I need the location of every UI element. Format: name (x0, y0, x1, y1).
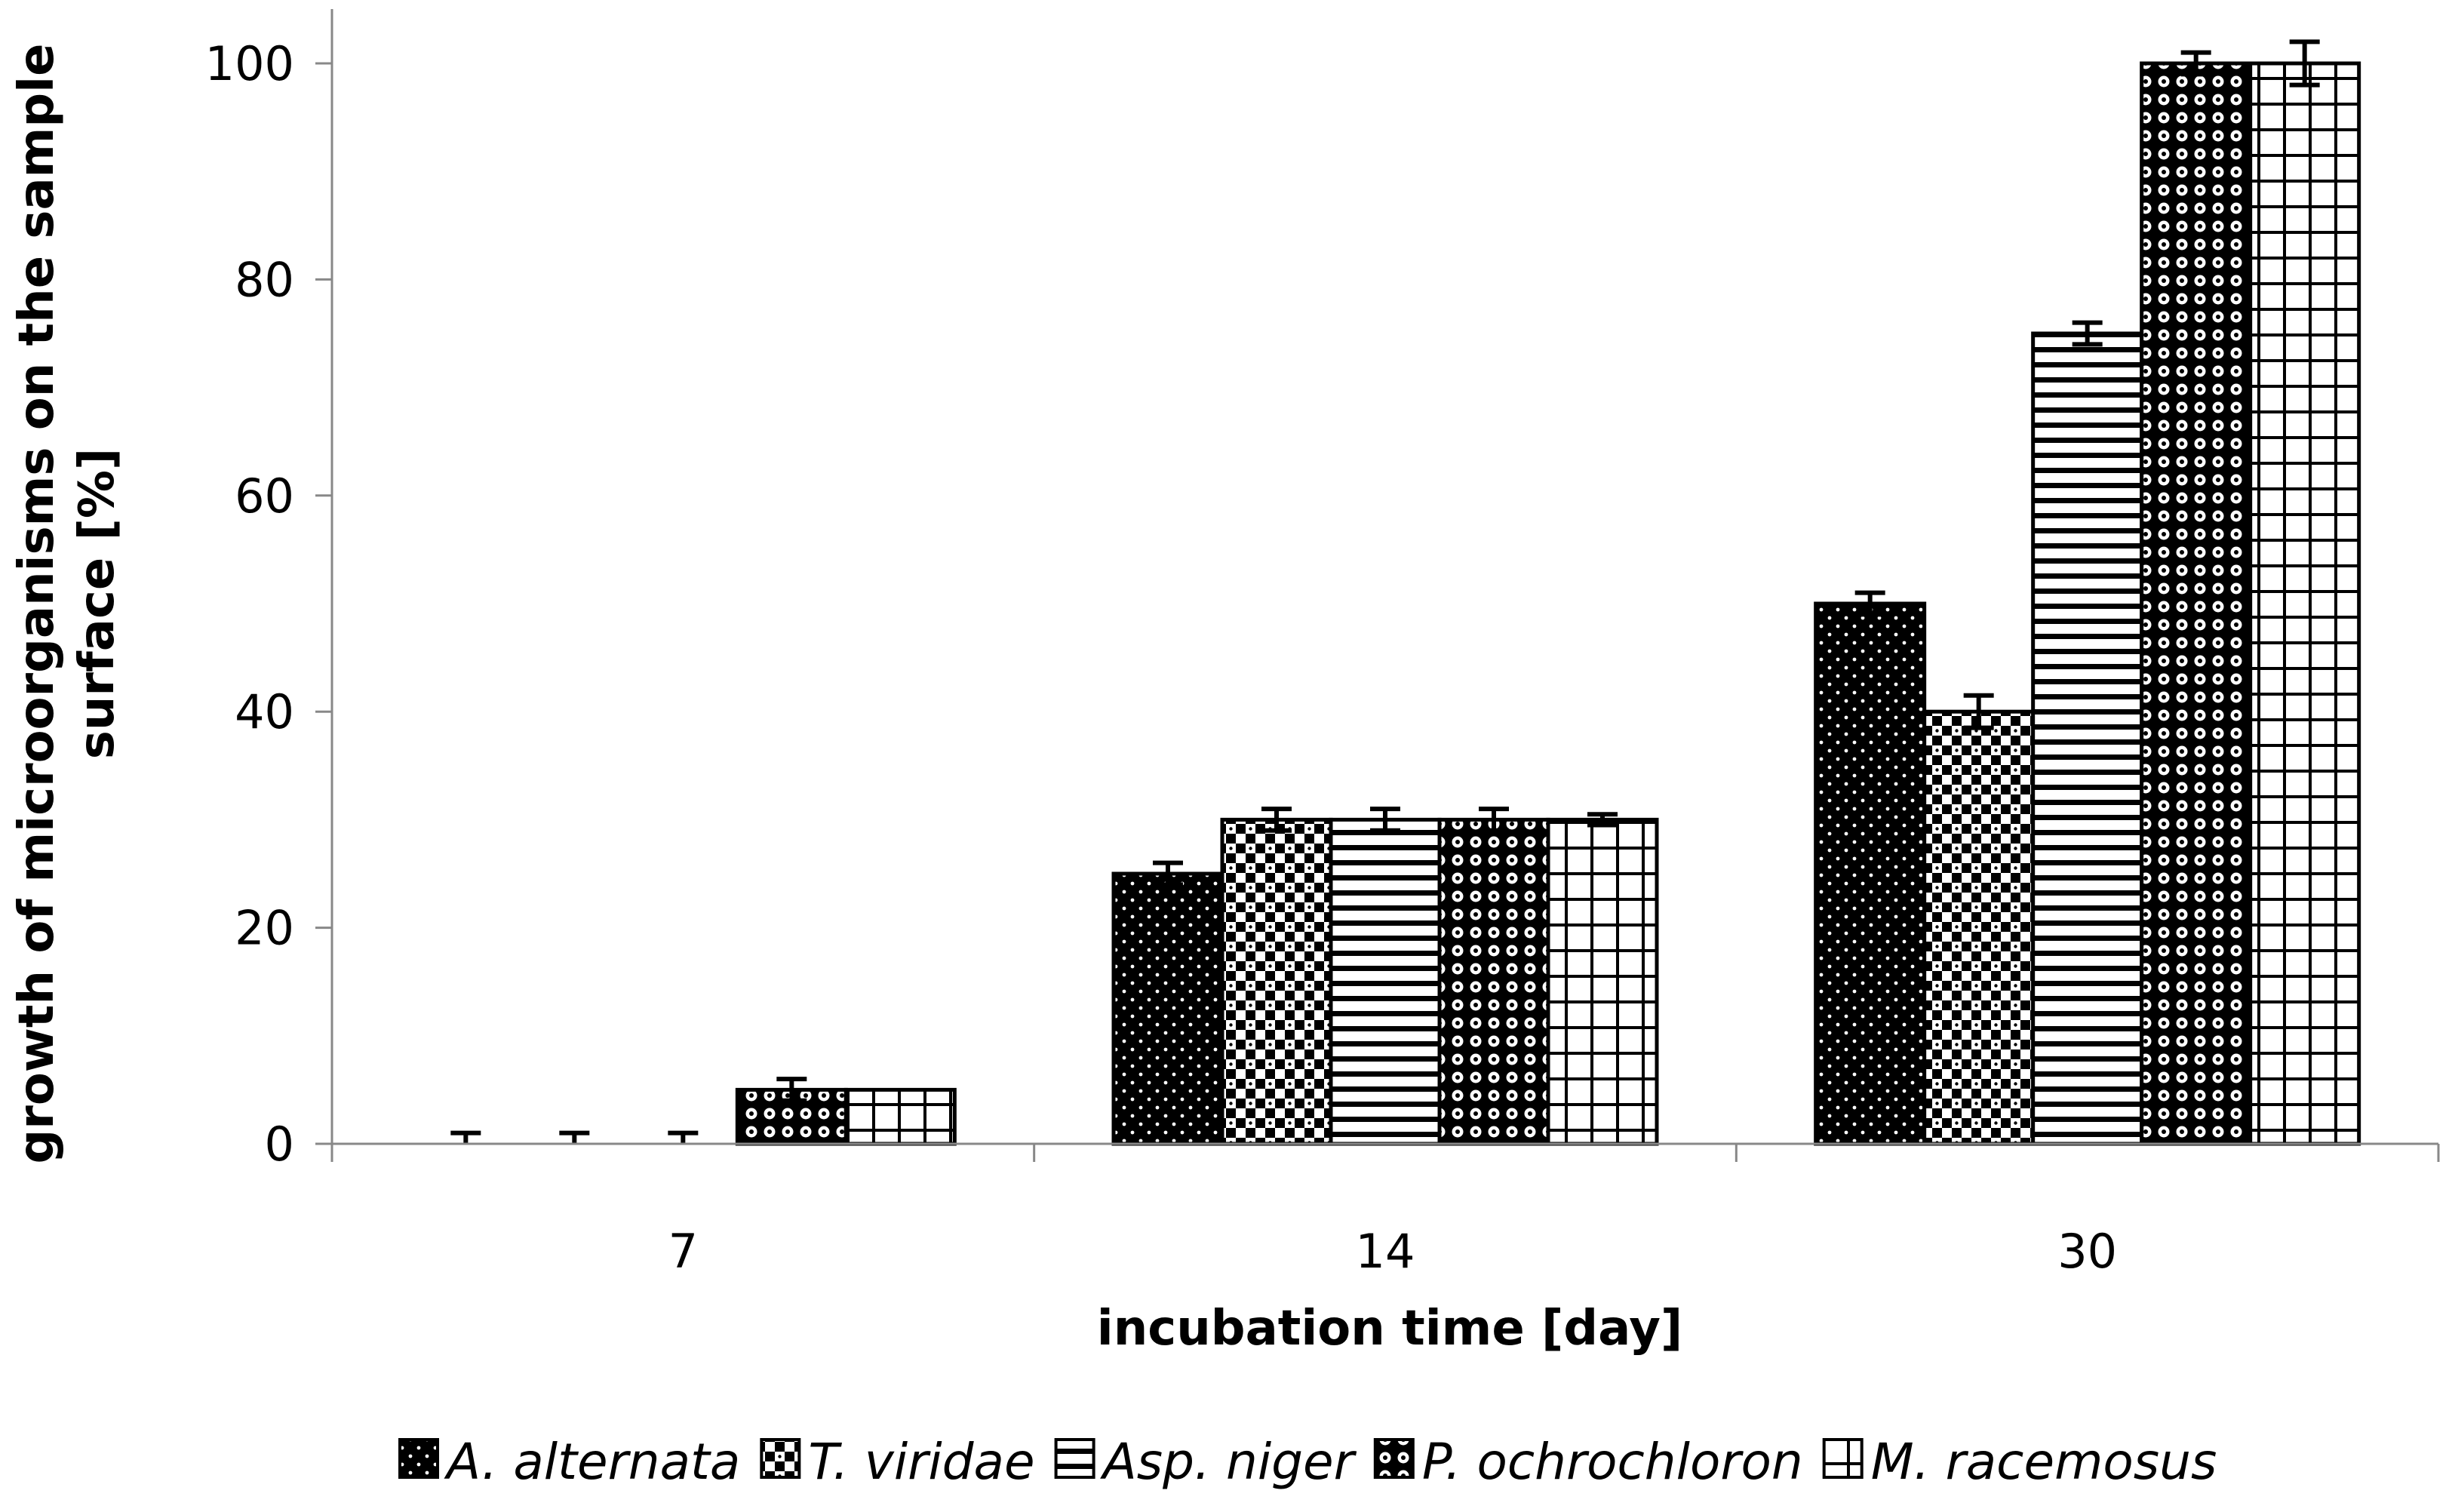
legend: A. alternata T. viridae Asp. niger P. ochro… (398, 1433, 2217, 1491)
error-bar (1587, 812, 1618, 828)
error-bar (1370, 807, 1400, 833)
bar (1814, 601, 1927, 1146)
error-bar (1963, 693, 1994, 730)
error-bar (668, 1130, 699, 1144)
y-tick-label: 0 (265, 1117, 294, 1172)
legend-label: M. racemosus (1871, 1433, 2217, 1491)
bar (1546, 817, 1659, 1146)
error-bar (1479, 807, 1509, 833)
legend-item: M. racemosus (1822, 1433, 2217, 1491)
bar (1437, 817, 1550, 1146)
axes (330, 9, 2440, 1162)
legend-label: A. alternata (444, 1433, 740, 1491)
y-tick-label: 40 (235, 684, 294, 739)
bar (2031, 331, 2144, 1146)
legend-label: P. ochrochloron (1422, 1433, 1803, 1491)
legend-item: Asp. niger (1054, 1433, 1357, 1491)
error-bar (2180, 50, 2211, 77)
x-tick-label: 14 (1356, 1224, 1415, 1279)
x-axis-title: incubation time [day] (1097, 1301, 1683, 1357)
bars (450, 39, 2361, 1146)
error-bar (1153, 860, 1183, 887)
bar (1220, 817, 1333, 1146)
y-tick-label: 20 (235, 901, 294, 956)
bar (1111, 871, 1224, 1146)
legend-swatch (398, 1438, 439, 1479)
legend-label: Asp. niger (1100, 1433, 1357, 1491)
error-bar (776, 1077, 807, 1103)
y-tick-label: 80 (235, 252, 294, 307)
error-bar (2289, 39, 2320, 88)
legend-swatch (1054, 1438, 1095, 1479)
error-bar (559, 1130, 590, 1144)
error-bar (450, 1130, 481, 1144)
legend-item: T. viridae (760, 1433, 1035, 1491)
legend-swatch (760, 1438, 801, 1479)
y-tick-label: 60 (235, 469, 294, 524)
y-axis-ticks: 0 20 40 60 80 100 (205, 36, 332, 1172)
legend-item: A. alternata (398, 1433, 740, 1491)
bar (1922, 709, 2036, 1146)
y-tick-label: 100 (205, 36, 294, 91)
legend-swatch (1822, 1438, 1864, 1479)
y-axis-title-line: growth of microorganisms on the sample (9, 43, 65, 1163)
legend-swatch (1373, 1438, 1415, 1479)
x-tick-label: 7 (668, 1224, 698, 1279)
x-tick-label: 30 (2057, 1224, 2117, 1279)
error-bar (1261, 807, 1292, 833)
error-bar (2072, 320, 2103, 347)
bar (843, 1087, 957, 1146)
bar (1329, 817, 1442, 1146)
legend-label: T. viridae (808, 1433, 1034, 1491)
error-bar (1854, 590, 1885, 617)
x-axis-ticks: 7 14 30 (668, 1224, 2118, 1279)
bar (2248, 61, 2361, 1146)
y-axis-title-line: surface [%] (69, 448, 125, 760)
legend-item: P. ochrochloron (1373, 1433, 1803, 1491)
bar (2140, 61, 2253, 1146)
y-axis-title: growth of microorganisms on the sample su… (9, 43, 125, 1163)
